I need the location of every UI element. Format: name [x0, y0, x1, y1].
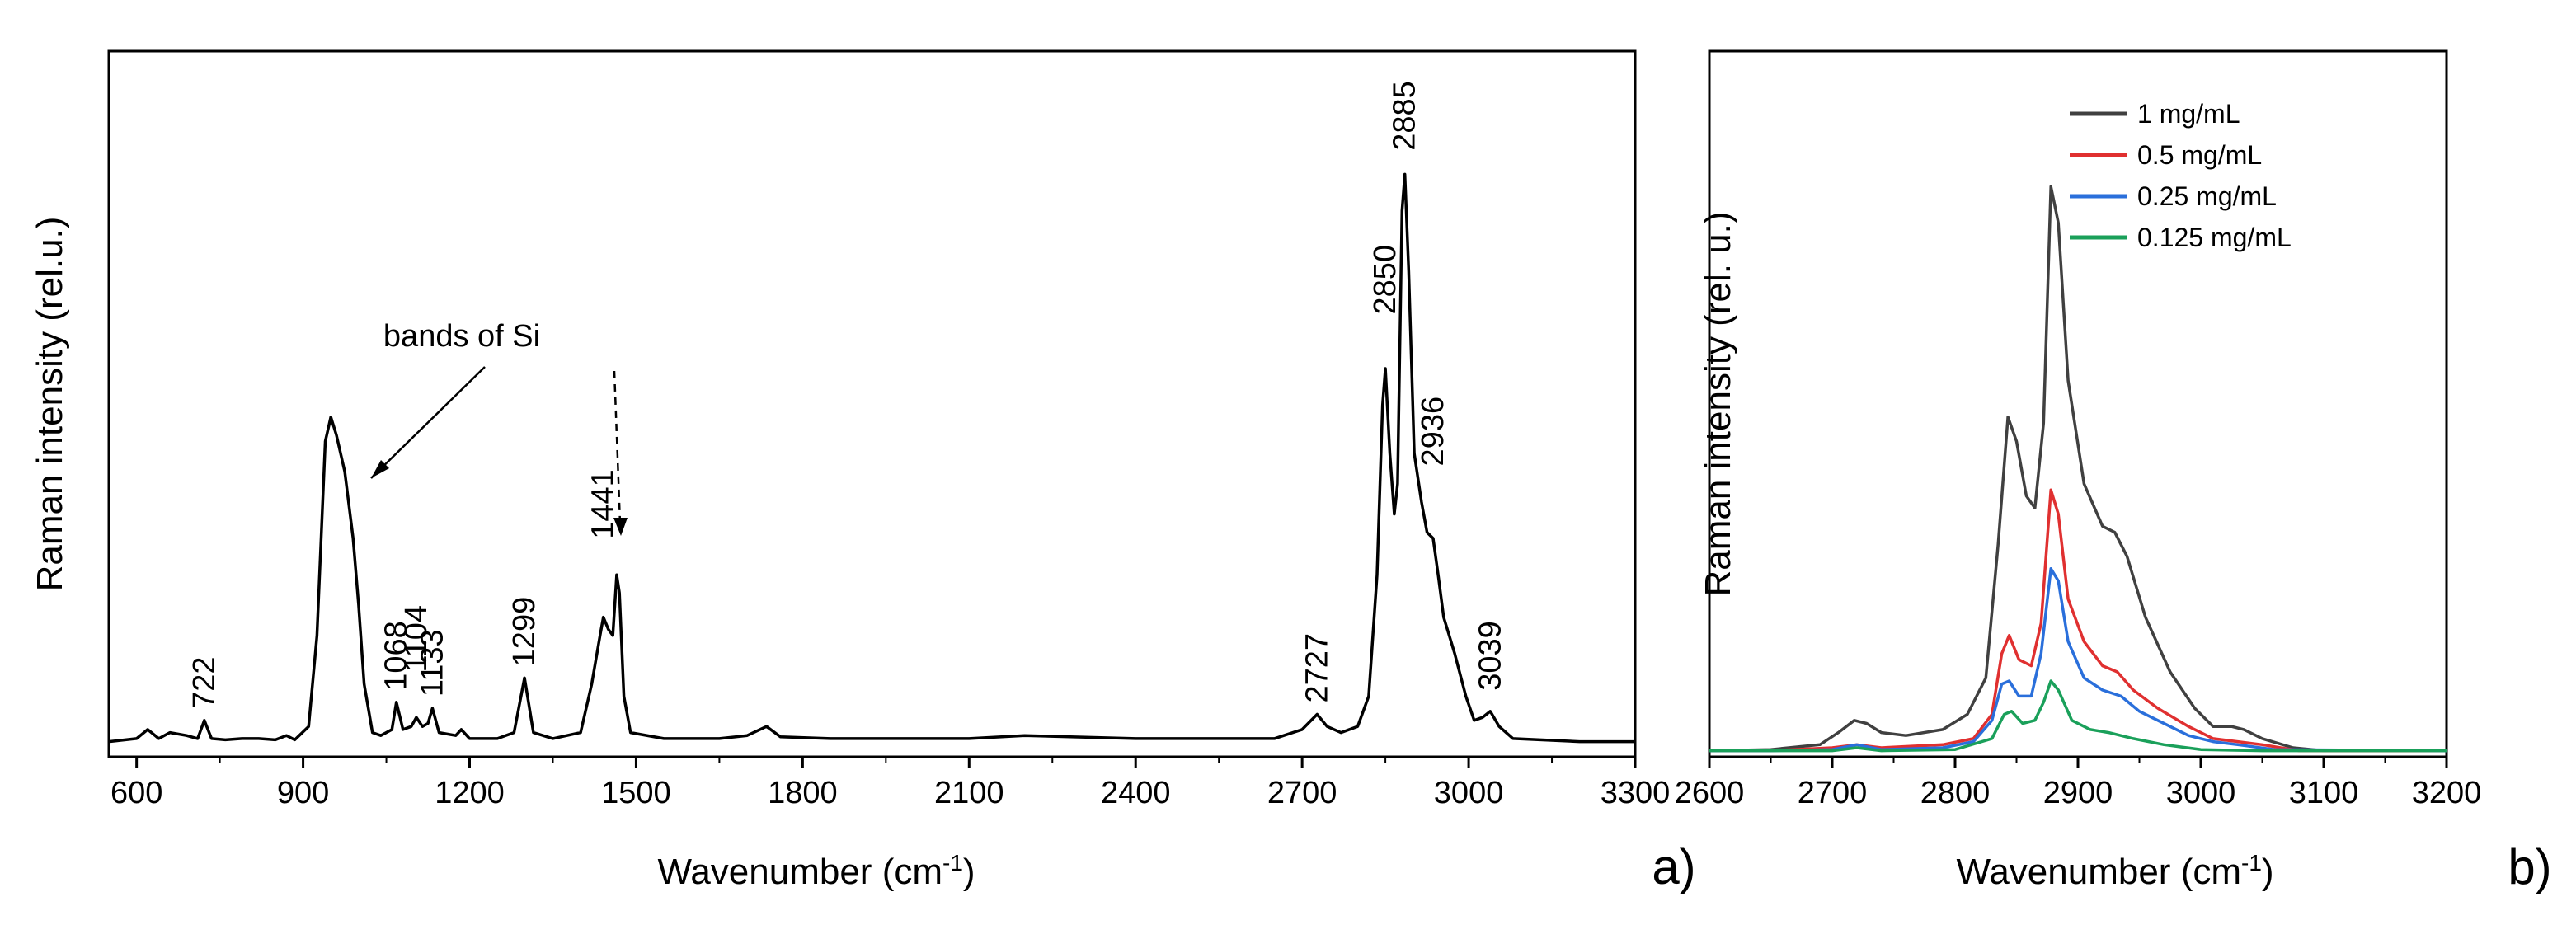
- x-tick-label: 3300: [1601, 776, 1671, 810]
- x-tick-label: 3000: [2166, 776, 2236, 810]
- panel-b-x-ticks: 2600 2700 2800 2900 3000 3100 3200: [1675, 757, 2482, 810]
- x-tick-label: 3200: [2412, 776, 2482, 810]
- panel-b-series-lines: [1709, 185, 2447, 753]
- peak-label-1133: 1133: [415, 629, 449, 697]
- x-tick-label: 2900: [2043, 776, 2113, 810]
- x-tick-label: 2400: [1101, 776, 1171, 810]
- legend-label: 1 mg/mL: [2137, 99, 2240, 129]
- peak-label-1068: 1068: [379, 621, 414, 691]
- panel-b: 2600 2700 2800 2900 3000 3100 3200 1 mg/mL 0.5 …: [1675, 49, 2552, 894]
- panel-a-x-ticks: 600 900 1200 1500 1800 2100 2400 2700 3000 3300: [110, 757, 1670, 810]
- series-line-1-mg-mL: [1709, 185, 2447, 753]
- bands-of-si-arrow-solid: [370, 366, 486, 479]
- series-line-0-5-mg-mL: [1709, 488, 2447, 753]
- panel-a-spectrum-line: [108, 172, 1635, 744]
- panel-a-x-axis-title: Wavenumber (cm-1): [657, 850, 975, 892]
- bands-of-si-arrowhead-dashed: [613, 518, 628, 536]
- panel-a-label: a): [1652, 839, 1695, 894]
- panel-b-legend: 1 mg/mL 0.5 mg/mL 0.25 mg/mL 0.125 mg/mL: [2070, 99, 2292, 252]
- peak-label-2850: 2850: [1368, 245, 1403, 315]
- legend-label: 0.125 mg/mL: [2137, 223, 2292, 252]
- panel-a: 600 900 1200 1500 1800 2100 2400 2700 3000 3300 7…: [30, 49, 1696, 894]
- x-tick-label: 600: [110, 776, 162, 810]
- peak-label-1441: 1441: [586, 469, 621, 539]
- x-tick-label: 1800: [768, 776, 838, 810]
- x-tick-label: 2800: [1920, 776, 1991, 810]
- series-line-0-125-mg-mL: [1709, 679, 2447, 753]
- bands-of-si-annotation: bands of Si: [383, 319, 540, 354]
- panel-b-x-axis-title: Wavenumber (cm-1): [1956, 850, 2273, 892]
- x-tick-label: 900: [277, 776, 329, 810]
- x-tick-label: 2100: [934, 776, 1004, 810]
- peak-label-2727: 2727: [1300, 633, 1334, 703]
- legend-label: 0.5 mg/mL: [2137, 140, 2262, 170]
- peak-label-1104: 1104: [399, 605, 434, 673]
- legend-label: 0.25 mg/mL: [2137, 181, 2277, 211]
- x-tick-label: 2700: [1798, 776, 1868, 810]
- peak-label-722: 722: [187, 656, 222, 708]
- panel-a-y-axis-title: Raman intensity (rel.u.): [30, 217, 70, 592]
- x-tick-label: 2700: [1267, 776, 1337, 810]
- x-tick-label: 1200: [435, 776, 505, 810]
- x-tick-label: 1500: [601, 776, 671, 810]
- peak-label-1299: 1299: [507, 597, 542, 667]
- x-tick-label: 3000: [1434, 776, 1504, 810]
- bands-of-si-arrowhead-solid: [371, 460, 389, 478]
- panel-b-label: b): [2508, 839, 2551, 894]
- panel-b-y-axis-title: Raman intensity (rel. u.): [1698, 211, 1738, 596]
- peak-label-3039: 3039: [1473, 621, 1507, 691]
- x-tick-label: 3100: [2289, 776, 2359, 810]
- panel-a-plot-frame: [107, 49, 1637, 758]
- x-tick-label: 2600: [1675, 776, 1745, 810]
- peak-label-2885: 2885: [1388, 81, 1422, 151]
- peak-label-2936: 2936: [1416, 397, 1450, 467]
